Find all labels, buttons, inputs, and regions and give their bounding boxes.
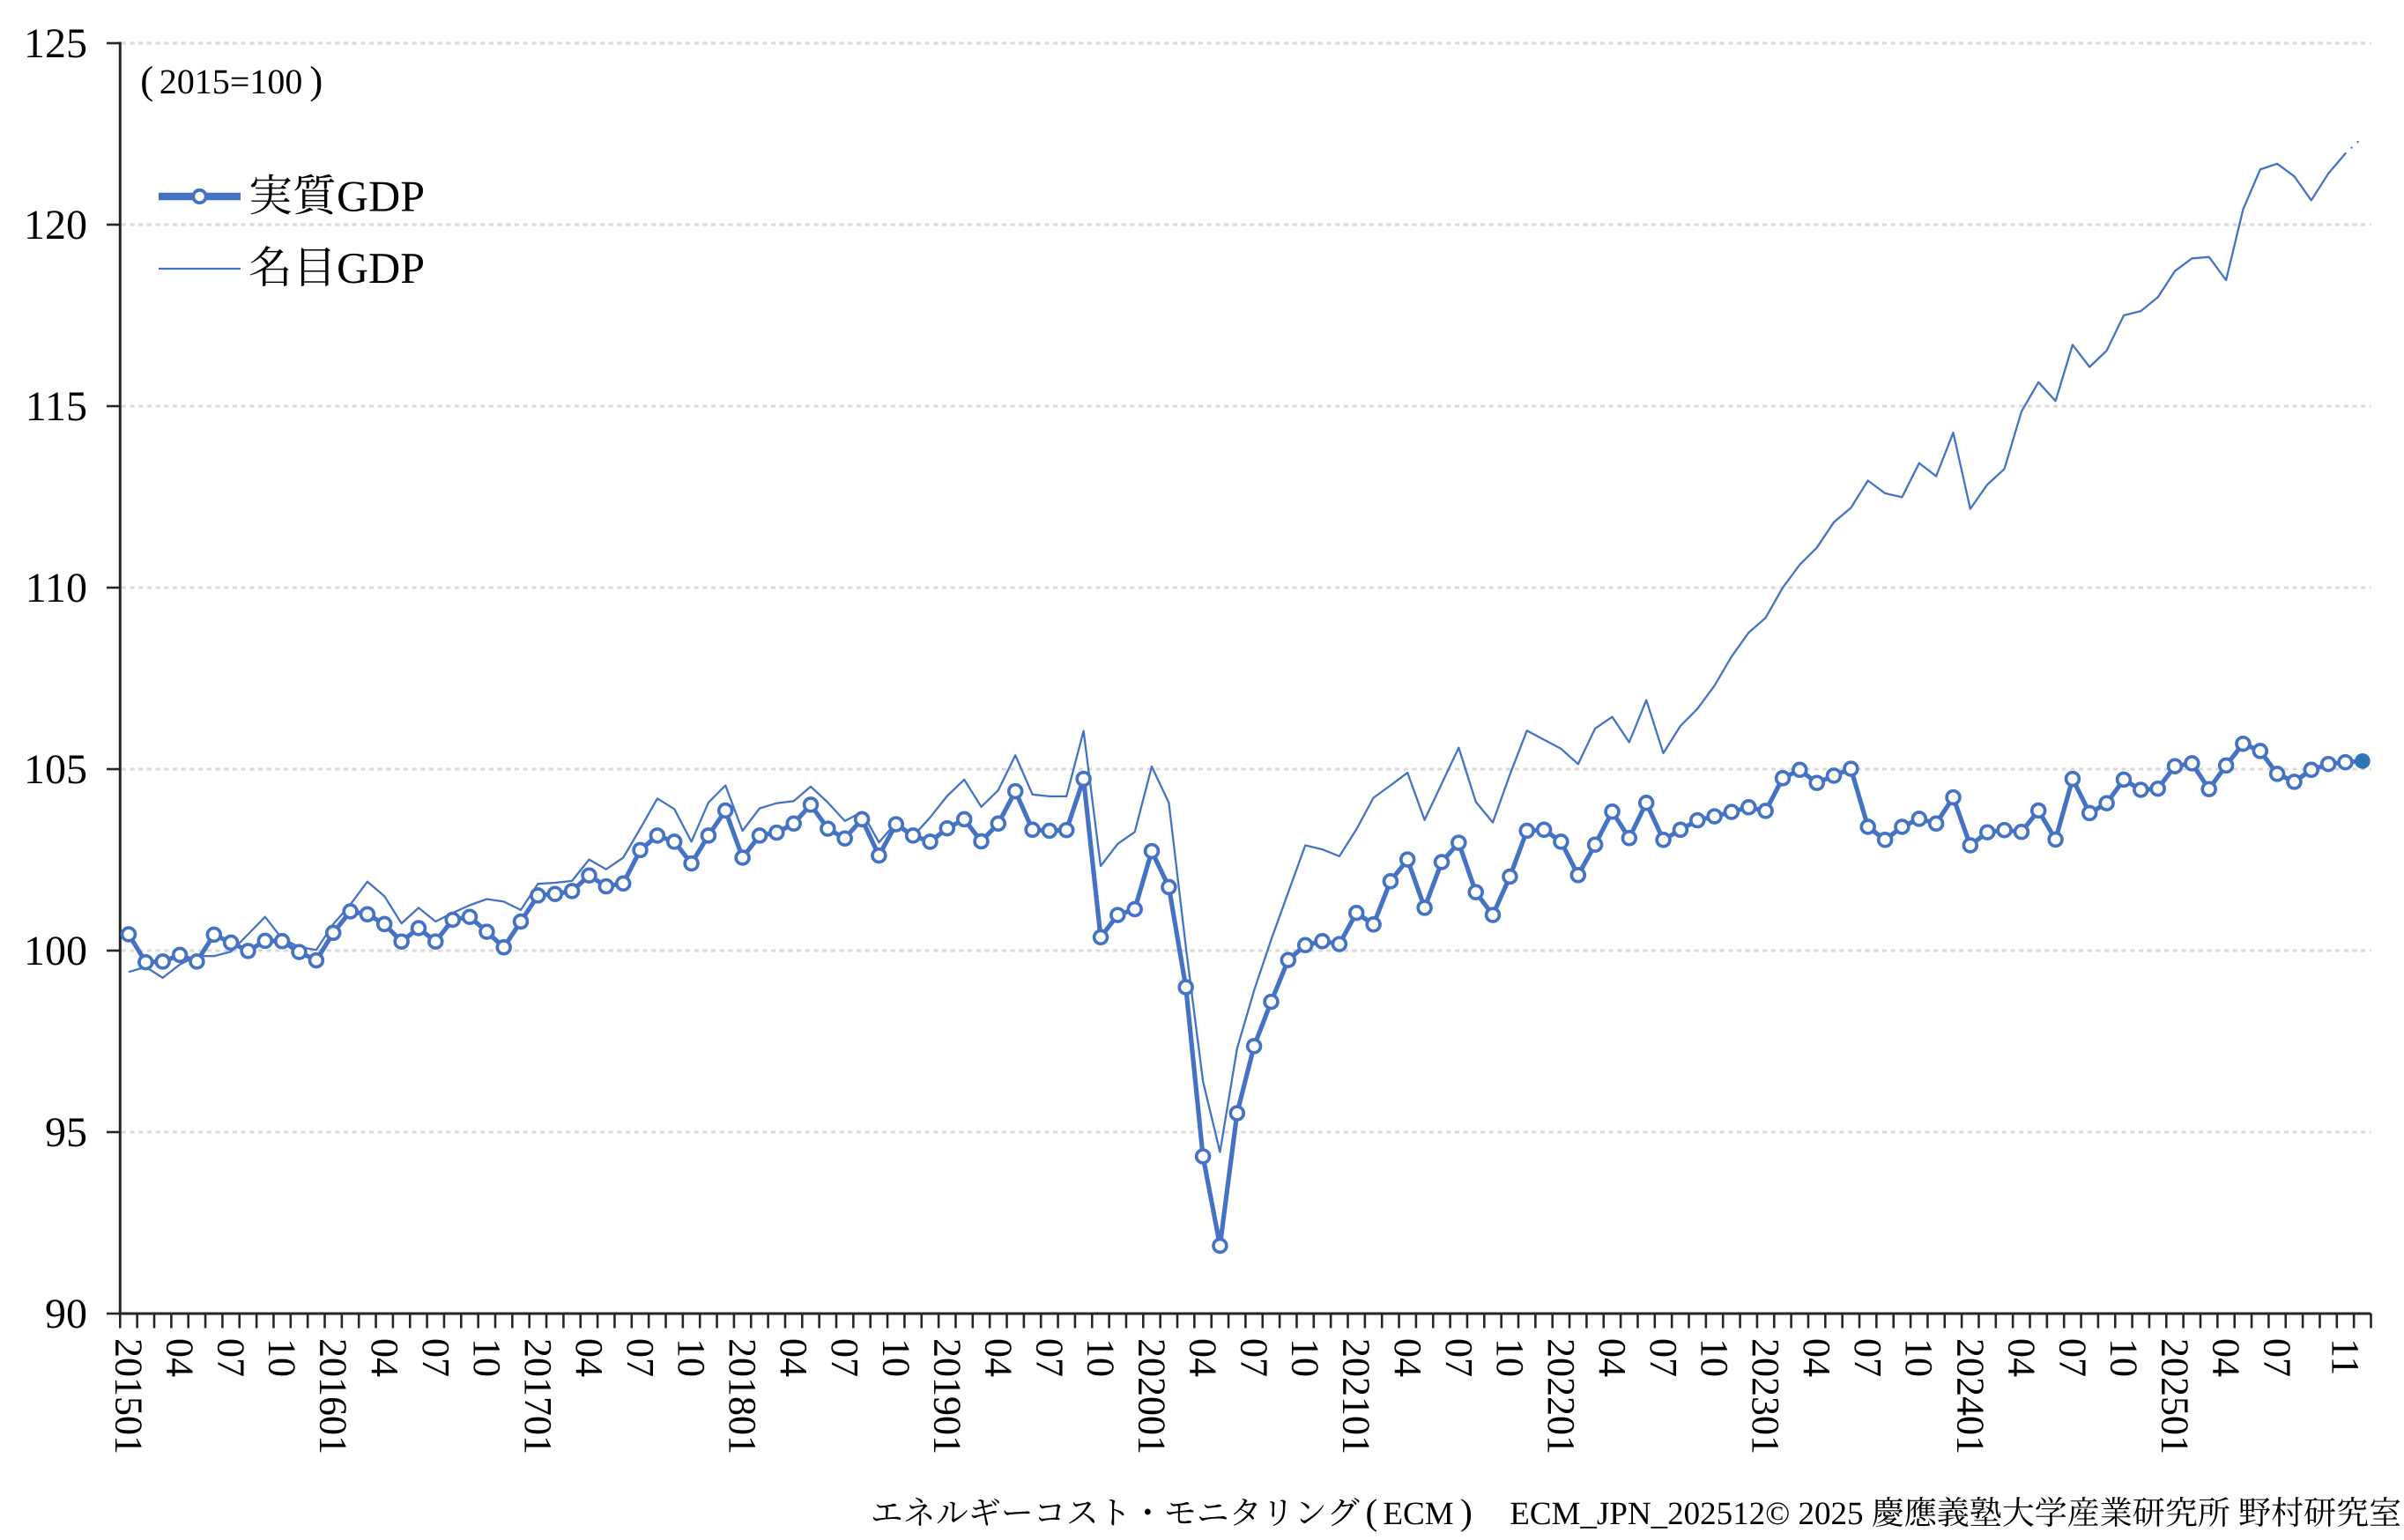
svg-text:100: 100 — [24, 928, 87, 974]
svg-text:07: 07 — [1642, 1338, 1685, 1377]
svg-text:120: 120 — [24, 202, 87, 248]
svg-text:201901: 201901 — [925, 1338, 968, 1455]
svg-text:07: 07 — [414, 1338, 457, 1377]
svg-text:07: 07 — [1846, 1338, 1889, 1377]
svg-text:202201: 202201 — [1540, 1338, 1583, 1455]
svg-text:10: 10 — [1080, 1338, 1123, 1377]
svg-text:04: 04 — [1182, 1338, 1225, 1377]
svg-text:04: 04 — [1795, 1338, 1838, 1377]
svg-text:95: 95 — [45, 1109, 87, 1156]
svg-text:07: 07 — [1233, 1338, 1276, 1377]
svg-text:10: 10 — [874, 1338, 917, 1377]
svg-text:10: 10 — [465, 1338, 508, 1377]
svg-text:10: 10 — [1488, 1338, 1532, 1377]
svg-text:10: 10 — [1897, 1338, 1940, 1377]
svg-text:202401: 202401 — [1948, 1338, 1992, 1455]
svg-text:07: 07 — [2256, 1338, 2299, 1377]
svg-text:105: 105 — [24, 746, 87, 793]
svg-text:202001: 202001 — [1131, 1338, 1174, 1455]
svg-text:90: 90 — [45, 1291, 87, 1337]
svg-text:10: 10 — [670, 1338, 713, 1377]
svg-text:202301: 202301 — [1744, 1338, 1787, 1455]
svg-text:201601: 201601 — [312, 1338, 355, 1455]
svg-text:07: 07 — [619, 1338, 662, 1377]
svg-text:04: 04 — [159, 1338, 202, 1377]
svg-text:201701: 201701 — [516, 1338, 560, 1455]
svg-text:07: 07 — [1437, 1338, 1480, 1377]
svg-text:04: 04 — [1591, 1338, 1634, 1377]
svg-text:07: 07 — [823, 1338, 866, 1377]
svg-text:04: 04 — [363, 1338, 406, 1377]
svg-text:202101: 202101 — [1335, 1338, 1378, 1455]
svg-text:04: 04 — [2205, 1338, 2248, 1377]
svg-text:10: 10 — [2103, 1338, 2146, 1377]
svg-text:04: 04 — [772, 1338, 815, 1377]
svg-text:11: 11 — [2324, 1338, 2367, 1375]
svg-text:07: 07 — [2051, 1338, 2094, 1377]
svg-text:04: 04 — [2000, 1338, 2043, 1377]
svg-text:04: 04 — [568, 1338, 611, 1377]
svg-text:10: 10 — [1693, 1338, 1736, 1377]
svg-text:125: 125 — [24, 20, 87, 67]
svg-text:04: 04 — [1386, 1338, 1429, 1377]
svg-text:110: 110 — [26, 565, 87, 611]
svg-text:07: 07 — [1028, 1338, 1071, 1377]
svg-text:10: 10 — [261, 1338, 304, 1377]
svg-text:10: 10 — [1284, 1338, 1327, 1377]
svg-text:04: 04 — [976, 1338, 1020, 1377]
svg-text:115: 115 — [26, 383, 87, 430]
svg-text:07: 07 — [210, 1338, 253, 1377]
svg-text:201501: 201501 — [108, 1338, 151, 1455]
svg-text:202501: 202501 — [2154, 1338, 2197, 1455]
svg-text:201801: 201801 — [721, 1338, 764, 1455]
